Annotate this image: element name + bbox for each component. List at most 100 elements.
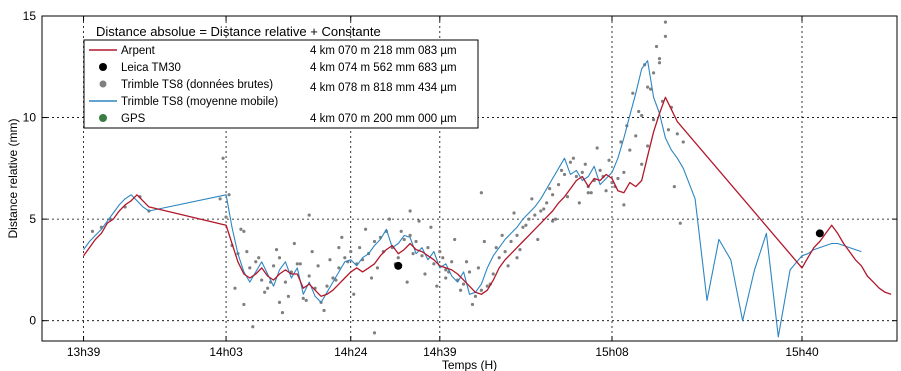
scatter-point (328, 258, 332, 262)
scatter-point (277, 300, 282, 305)
scatter-point (640, 113, 644, 118)
scatter-point (672, 185, 676, 189)
scatter-point (651, 117, 656, 122)
series-line (83, 96, 892, 297)
scatter-point (358, 245, 362, 250)
scatter-point (349, 250, 353, 254)
series-line (83, 60, 862, 338)
scatter-point (420, 254, 424, 258)
scatter-point (283, 280, 288, 284)
scatter-point (257, 256, 261, 260)
scatter-point (666, 128, 671, 132)
legend-constant: 4 km 074 m 562 mm 683 µm (310, 62, 457, 74)
scatter-point (408, 233, 412, 237)
scatter-point (619, 140, 623, 144)
scatter-point (559, 168, 564, 172)
scatter-point (542, 207, 546, 211)
scatter-point (254, 260, 258, 264)
scatter-point (598, 168, 602, 172)
scatter-point (476, 266, 481, 270)
scatter-point (239, 227, 243, 231)
scatter-point (260, 278, 264, 282)
scatter-point (464, 260, 469, 264)
scatter-point (675, 132, 679, 136)
scatter-point (271, 264, 276, 268)
scatter-point (678, 221, 682, 225)
scatter-point (527, 217, 531, 221)
scatter-point (595, 146, 599, 150)
scatter-point (450, 260, 454, 264)
scatter-point (298, 262, 302, 266)
scatter-point (604, 189, 608, 193)
scatter-point (337, 266, 341, 270)
scatter-point (551, 193, 555, 197)
legend-swatch (99, 63, 107, 71)
scatter-point (497, 256, 501, 260)
y-tick-label: 5 (29, 212, 36, 226)
scatter-point (337, 245, 341, 250)
plot-frame (41, 15, 898, 342)
legend-swatch (99, 114, 107, 122)
scatter-point (616, 176, 620, 181)
scatter-point (657, 57, 662, 61)
scatter-point (583, 162, 587, 166)
scatter-point (307, 213, 311, 217)
scatter-point (512, 211, 516, 215)
scatter-point (387, 217, 391, 221)
x-tick-label: 14h39 (423, 345, 457, 359)
scatter-point (479, 191, 483, 195)
x-tick-label: 14h03 (209, 345, 243, 359)
scatter-point (562, 172, 567, 177)
scatter-point (548, 187, 552, 191)
scatter-point (681, 140, 685, 144)
legend-constant: 4 km 070 m 218 mm 083 µm (310, 45, 457, 57)
scatter-point (224, 215, 228, 219)
axis-ticks: 0 5 10 15 13h39 14h03 14h24 14h39 15h08 15h40 (23, 9, 897, 359)
scatter-point (227, 193, 231, 197)
x-tick-label: 14h24 (334, 345, 368, 359)
scatter-point (518, 247, 522, 252)
plot-series (83, 20, 892, 338)
scatter-point (646, 85, 650, 89)
scatter-point (479, 288, 483, 292)
legend-label: Leica TM30 (121, 62, 181, 74)
scatter-point (461, 282, 466, 286)
scatter-point (586, 191, 590, 195)
scatter-point (316, 264, 320, 268)
scatter-point (654, 44, 659, 49)
x-axis-label: Temps (H) (442, 358, 497, 371)
legend-label: Trimble TS8 (données brutes) (121, 79, 273, 91)
scatter-point (580, 170, 584, 175)
scatter-point (402, 237, 406, 242)
scatter-point (622, 170, 626, 175)
scatter-point (524, 223, 528, 227)
scatter-point (340, 235, 344, 240)
scatter-point (372, 239, 377, 244)
scatter-point (405, 280, 409, 284)
scatter-point (242, 229, 246, 233)
scatter-point (500, 233, 504, 237)
legend-entries: Arpent 4 km 070 m 218 mm 083 µm Leica TM30… (89, 45, 457, 125)
scatter-point (503, 250, 507, 254)
scatter-point (242, 302, 246, 307)
scatter-point (280, 310, 285, 315)
scatter-point (533, 213, 537, 217)
scatter-point (322, 308, 326, 313)
y-axis-label: Distance relative (mm) (6, 118, 20, 238)
scatter-point (295, 262, 299, 266)
scatter-point (233, 286, 237, 290)
scatter-point (628, 148, 632, 152)
scatter-point (565, 195, 570, 199)
scatter-point (307, 274, 311, 278)
scatter-point (435, 284, 439, 288)
scatter-point (536, 237, 540, 242)
scatter-point (310, 250, 314, 254)
x-tick-label: 15h08 (595, 345, 629, 359)
y-tick-label: 10 (23, 111, 37, 125)
scatter-point (218, 197, 222, 201)
scatter-point (485, 284, 489, 288)
scatter-point (263, 290, 267, 294)
scatter-point (331, 276, 335, 280)
scatter-point (375, 266, 380, 270)
